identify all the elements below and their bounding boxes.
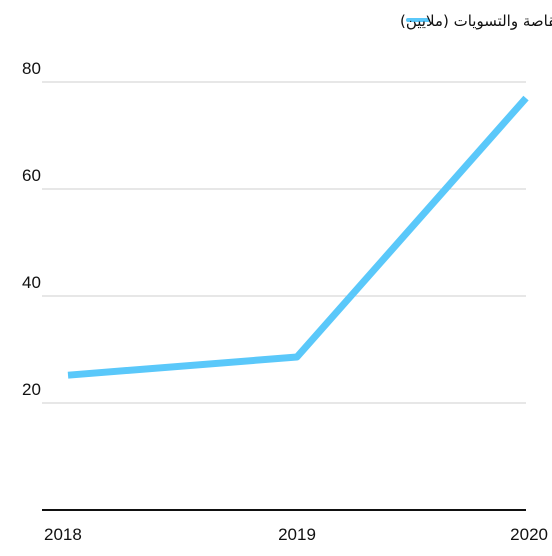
x-tick-label-2018: 2018	[44, 525, 82, 544]
y-axis-ticks: 20 40 60 80	[22, 59, 41, 399]
legend: عدد عمليات المقاصة والتسويات (ملايين)	[400, 12, 552, 30]
y-tick-label-20: 20	[22, 380, 41, 399]
series-layer	[67, 95, 529, 379]
x-axis-ticks: 2018 2019 2020	[44, 525, 548, 544]
y-tick-label-40: 40	[22, 273, 41, 292]
x-tick-label-2019: 2019	[278, 525, 316, 544]
x-tick-label-2020: 2020	[510, 525, 548, 544]
y-tick-label-60: 60	[22, 166, 41, 185]
series-line-0	[67, 95, 529, 379]
y-tick-label-80: 80	[22, 59, 41, 78]
legend-series-label: عدد عمليات المقاصة والتسويات (ملايين)	[400, 12, 552, 30]
